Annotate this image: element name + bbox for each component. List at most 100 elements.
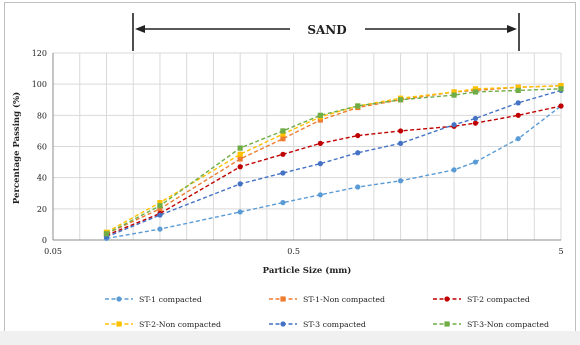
legend-item: ST-2 compacted xyxy=(433,295,530,304)
sand-arrowhead-right xyxy=(507,25,517,33)
series-line xyxy=(106,89,562,238)
legend-item: ST-2-Non compacted xyxy=(105,320,221,329)
legend-label: ST-1 compacted xyxy=(139,295,202,304)
data-point xyxy=(558,86,564,92)
data-point xyxy=(317,117,323,123)
gradation-chart: SAND 0 20 40 60 80 100 120 0.05 0.5 5 Particle S… xyxy=(11,13,564,329)
data-point xyxy=(237,164,243,170)
data-point xyxy=(237,145,243,151)
series-line xyxy=(106,85,562,235)
data-point xyxy=(280,136,286,142)
data-point xyxy=(157,206,163,212)
series-line xyxy=(106,85,562,233)
data-point xyxy=(472,120,479,126)
legend-item: ST-3-Non compacted xyxy=(433,320,549,329)
y-tick-label: 120 xyxy=(32,49,47,58)
legend-item: ST-3 compacted xyxy=(269,320,366,329)
sand-range-banner: SAND xyxy=(132,13,520,51)
y-tick-label: 80 xyxy=(37,111,47,120)
data-point xyxy=(157,203,163,209)
y-tick-label: 40 xyxy=(37,174,47,183)
chart-legend: ST-1 compacted ST-1-Non compacted ST-2 com… xyxy=(105,295,549,329)
legend-marker xyxy=(116,321,122,327)
data-point xyxy=(280,128,286,134)
series-st2n xyxy=(103,83,564,235)
data-point xyxy=(451,167,457,173)
data-point xyxy=(515,84,521,90)
bottom-strip xyxy=(0,331,580,345)
y-tick-label: 100 xyxy=(32,80,47,89)
legend-marker xyxy=(444,296,450,302)
data-point xyxy=(472,86,479,92)
data-point xyxy=(157,226,163,232)
data-point xyxy=(472,89,479,95)
y-tick-label: 60 xyxy=(37,143,47,152)
data-point xyxy=(317,192,323,198)
data-point xyxy=(237,156,243,162)
legend-item: ST-1-Non compacted xyxy=(269,295,385,304)
plot-axes xyxy=(52,53,561,241)
x-axis-label: Particle Size (mm) xyxy=(263,265,352,276)
x-tick-label: 5 xyxy=(558,247,563,256)
data-point xyxy=(515,136,521,142)
series-line xyxy=(106,88,562,235)
series-st3c xyxy=(103,87,564,240)
sand-label: SAND xyxy=(307,23,346,37)
data-point xyxy=(280,131,286,137)
data-point xyxy=(317,140,323,146)
series-st1n xyxy=(103,83,564,237)
series-line xyxy=(106,105,562,236)
y-tick-label: 20 xyxy=(37,205,47,214)
legend-marker xyxy=(444,321,450,327)
legend-label: ST-2 compacted xyxy=(467,295,530,304)
legend-label: ST-3-Non compacted xyxy=(467,320,549,329)
data-point xyxy=(451,92,457,98)
y-axis-label: Percentage Passing (%) xyxy=(11,92,22,204)
series-st1c xyxy=(103,103,564,242)
data-point xyxy=(157,212,163,218)
data-point xyxy=(355,150,361,156)
data-point xyxy=(515,112,521,118)
series-st2c xyxy=(103,103,564,238)
x-tick-label: 0.5 xyxy=(287,247,300,256)
legend-marker xyxy=(280,321,286,327)
data-point xyxy=(451,89,457,95)
data-point xyxy=(472,159,479,165)
plot-grid xyxy=(53,52,562,240)
legend-label: ST-3 compacted xyxy=(303,320,366,329)
series-line xyxy=(106,105,562,240)
legend-marker xyxy=(280,296,286,302)
data-point xyxy=(317,161,323,167)
data-point xyxy=(355,184,361,190)
data-point xyxy=(280,170,286,176)
data-point xyxy=(280,151,286,157)
data-point xyxy=(515,87,521,93)
chart-frame: SAND 0 20 40 60 80 100 120 0.05 0.5 5 Particle S… xyxy=(4,2,576,342)
data-point xyxy=(237,151,243,157)
data-point xyxy=(237,181,243,187)
data-point xyxy=(355,132,361,139)
y-tick-label: 0 xyxy=(42,236,47,245)
data-point xyxy=(515,100,521,106)
data-point xyxy=(397,128,404,134)
data-point xyxy=(355,103,361,109)
x-tick-label: 0.05 xyxy=(44,247,62,256)
sand-arrowhead-left xyxy=(135,25,145,33)
data-point xyxy=(157,200,163,206)
legend-marker xyxy=(116,296,122,302)
legend-label: ST-2-Non compacted xyxy=(139,320,221,329)
data-point xyxy=(397,140,404,146)
data-point xyxy=(558,103,564,109)
data-point xyxy=(397,178,404,184)
data-point xyxy=(103,231,110,237)
data-point xyxy=(317,112,323,118)
data-point xyxy=(472,115,479,122)
data-point xyxy=(558,83,564,89)
data-point xyxy=(237,209,243,215)
data-point xyxy=(397,97,404,103)
series-lines xyxy=(103,83,564,242)
x-tick-labels: 0.05 0.5 5 xyxy=(44,247,563,256)
series-st3n xyxy=(103,86,564,237)
legend-item: ST-1 compacted xyxy=(105,295,202,304)
legend-label: ST-1-Non compacted xyxy=(303,295,385,304)
